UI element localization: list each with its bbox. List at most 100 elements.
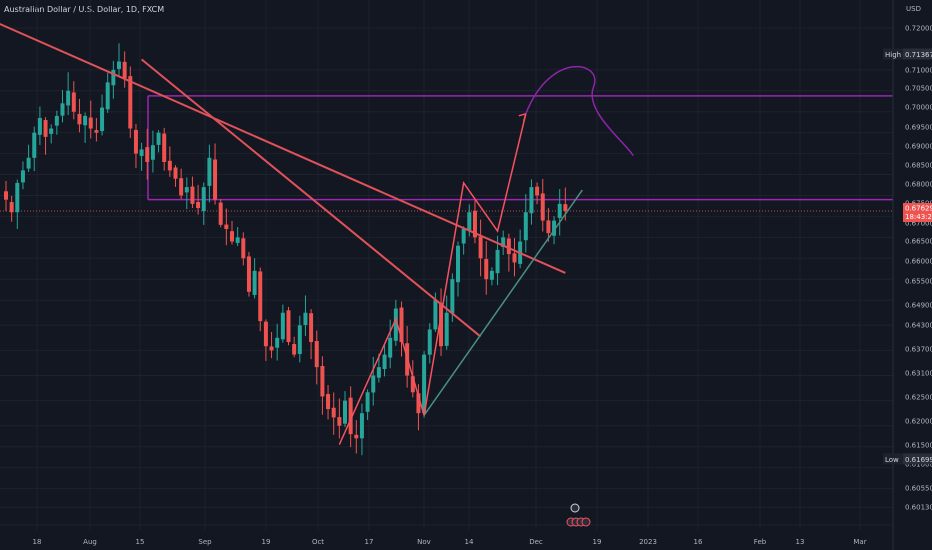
candle-body — [286, 310, 291, 343]
candle-body — [133, 129, 138, 154]
candle — [427, 323, 432, 364]
candle-body — [43, 120, 48, 137]
candle — [343, 391, 347, 428]
candle — [540, 178, 545, 232]
candle — [297, 315, 302, 363]
candle-body — [450, 279, 455, 314]
price-axis-label: 0.67000 — [905, 220, 932, 228]
chart-grid — [0, 0, 893, 530]
candle — [213, 143, 218, 205]
candle — [77, 98, 82, 133]
candle — [472, 200, 477, 244]
candle-body — [563, 204, 568, 211]
low-marker-label-bg — [883, 453, 903, 465]
candle — [71, 81, 76, 120]
candle-body — [546, 220, 551, 234]
candle — [292, 336, 297, 358]
candle-body — [269, 346, 274, 351]
candle-body — [111, 69, 116, 86]
candle-body — [275, 337, 280, 348]
price-axis-label: 0.61000 — [905, 461, 932, 469]
candle — [117, 43, 121, 77]
candle — [309, 309, 314, 360]
projection-curve — [525, 65, 634, 157]
time-axis-label: Dec — [529, 538, 543, 546]
candle — [201, 182, 206, 225]
candle — [4, 180, 8, 212]
candle-body — [145, 147, 150, 162]
candle-body — [343, 400, 347, 424]
candle-body — [190, 186, 195, 204]
candle-body — [246, 256, 251, 292]
candle-body — [326, 394, 331, 410]
candle-body — [354, 434, 359, 439]
candle-body — [348, 397, 353, 435]
price-axis-label: 0.60130 — [905, 504, 932, 512]
candle — [399, 301, 404, 357]
candle-body — [529, 187, 534, 214]
candle — [314, 330, 319, 385]
candle — [43, 117, 48, 155]
price-axis-label: 0.66000 — [905, 258, 932, 266]
low-marker-value: 0.61699 — [905, 456, 932, 464]
price-axis[interactable]: 0.72000 0.71000 0.70500 0.70000 0.69500 0.690… — [905, 25, 932, 512]
price-currency: USD — [906, 5, 921, 13]
candle — [83, 112, 88, 143]
projection-arrowhead — [518, 112, 527, 122]
candle — [179, 168, 184, 200]
candle — [348, 386, 353, 448]
price-axis-label: 0.69500 — [905, 124, 932, 132]
up-trendline — [423, 189, 583, 416]
candle-body — [472, 210, 477, 238]
candle — [139, 142, 144, 171]
candle-body — [371, 375, 376, 393]
candle-body — [54, 115, 59, 126]
candle-body — [49, 128, 54, 134]
price-axis-label: 0.69000 — [905, 143, 932, 151]
candle-body — [309, 313, 314, 343]
candle — [478, 219, 483, 277]
candle — [122, 51, 127, 88]
candle-body — [122, 61, 127, 79]
time-axis-label: 16 — [694, 538, 703, 546]
candle — [246, 252, 251, 297]
candle — [15, 179, 20, 230]
event-icon — [581, 517, 591, 527]
candle — [382, 343, 387, 377]
candle-body — [15, 182, 20, 213]
time-axis-label: 13 — [796, 538, 805, 546]
candle — [326, 384, 331, 420]
candle-body — [94, 130, 99, 133]
candle-body — [416, 393, 421, 414]
candle-body — [280, 312, 285, 340]
candle-body — [9, 202, 14, 213]
candle — [184, 177, 189, 210]
candle — [150, 130, 155, 173]
candle — [331, 392, 336, 435]
candle-body — [207, 157, 212, 186]
candle-body — [201, 187, 206, 212]
time-axis-label: 17 — [365, 538, 374, 546]
candle — [111, 60, 116, 99]
last-price-bg — [903, 203, 932, 223]
price-axis-label: 0.62000 — [905, 418, 932, 426]
high-marker: High 0.71367 — [883, 48, 932, 60]
candle — [286, 306, 291, 346]
candle — [444, 295, 449, 350]
time-axis[interactable]: 18 Aug 15 Sep 19 Oct 17 Nov 14 Dec 19 2023 16 Feb 13 Ma… — [33, 538, 867, 546]
chart-title: Australian Dollar / U.S. Dollar, 1D, FXC… — [4, 5, 165, 14]
candle — [167, 146, 172, 177]
time-axis-label: Mar — [853, 538, 866, 546]
event-icons[interactable] — [566, 503, 591, 527]
price-axis-label: 0.64300 — [905, 322, 932, 330]
high-marker-label: High — [885, 51, 901, 59]
candle — [60, 90, 65, 123]
candle — [54, 110, 59, 135]
candle — [66, 72, 71, 115]
candle — [422, 351, 427, 418]
candle-body — [439, 302, 444, 347]
candle-body — [427, 329, 432, 355]
candle-body — [320, 366, 325, 397]
